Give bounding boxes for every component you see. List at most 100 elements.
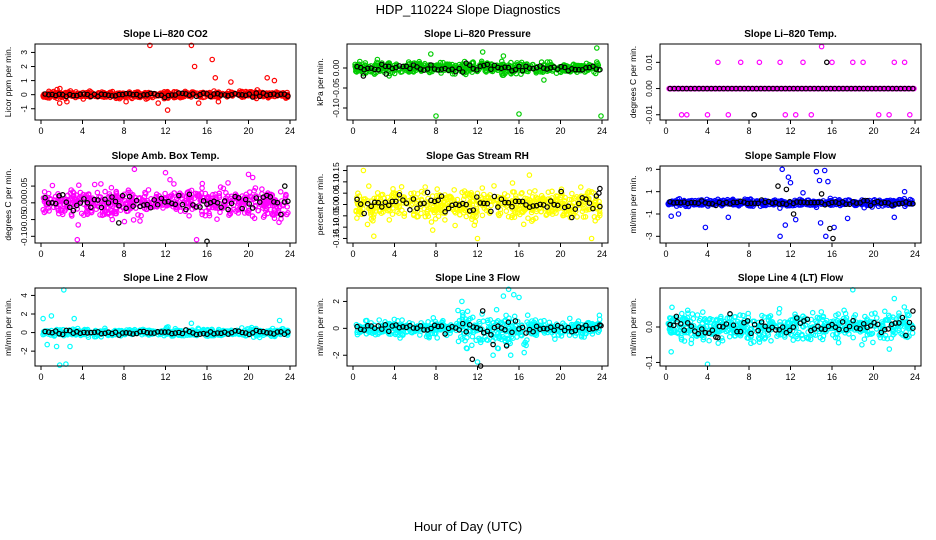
data-point <box>910 85 916 92</box>
data-point <box>271 77 278 84</box>
panel-ylabel: degrees C per min. <box>628 46 638 118</box>
data-point <box>264 210 271 217</box>
data-point <box>137 328 143 335</box>
x-tick-label: 4 <box>392 372 397 382</box>
data-point <box>99 212 106 219</box>
data-point <box>558 324 565 331</box>
data-point <box>586 200 593 206</box>
y-tick-label: 4 <box>19 293 29 298</box>
data-point <box>45 329 52 335</box>
panel-3: Slope Li–820 Temp.degrees C per min.0 4 8 1… <box>628 29 922 136</box>
data-point <box>598 322 604 329</box>
data-point <box>267 194 274 200</box>
data-point <box>713 202 719 209</box>
data-point <box>70 190 77 196</box>
data-point <box>199 180 206 187</box>
data-point <box>442 331 448 337</box>
data-point <box>410 196 417 202</box>
data-point <box>519 67 526 74</box>
data-point <box>49 200 56 206</box>
data-point <box>445 205 452 212</box>
data-point <box>98 204 105 211</box>
data-point <box>782 222 789 228</box>
data-point <box>590 63 596 70</box>
data-point <box>221 198 228 204</box>
data-point <box>172 330 179 336</box>
data-point <box>488 208 494 215</box>
data-point <box>442 217 448 223</box>
x-tick-label: 16 <box>202 372 212 382</box>
data-point <box>540 62 547 68</box>
data-point <box>361 327 368 333</box>
data-point <box>400 63 406 70</box>
data-point <box>375 199 382 206</box>
data-point <box>468 342 475 349</box>
data-point <box>390 193 397 200</box>
data-point <box>74 236 81 243</box>
data-point <box>130 217 137 223</box>
data-point <box>829 199 835 206</box>
data-point <box>558 188 565 195</box>
data-point <box>479 311 485 317</box>
data-point <box>582 214 589 220</box>
x-tick-label: 0 <box>350 126 355 136</box>
x-tick-label: 0 <box>663 249 668 259</box>
y-tick-label: 1 <box>644 189 654 194</box>
data-point <box>153 191 160 198</box>
y-tick-label: -0.10 <box>19 226 29 246</box>
data-point <box>551 201 558 208</box>
data-point <box>394 208 400 215</box>
panel-points <box>665 166 916 242</box>
data-point <box>597 185 603 192</box>
data-point <box>596 190 602 197</box>
data-point <box>787 179 794 186</box>
data-point <box>466 202 473 208</box>
data-point <box>434 186 441 192</box>
data-point <box>896 200 902 207</box>
data-point <box>410 325 417 331</box>
data-point <box>454 196 461 203</box>
data-point <box>56 100 63 106</box>
data-point <box>480 191 487 198</box>
data-point <box>375 331 381 337</box>
data-point <box>271 333 278 340</box>
x-tick-label: 16 <box>827 126 837 136</box>
data-point <box>823 59 830 66</box>
x-tick-label: 16 <box>514 249 524 259</box>
data-point <box>511 214 518 221</box>
data-point <box>193 204 200 210</box>
data-point <box>524 312 531 319</box>
x-tick-label: 4 <box>80 249 85 259</box>
data-point <box>95 197 101 203</box>
data-point <box>580 205 587 212</box>
panel-ylabel: kPa per min. <box>315 58 325 106</box>
data-point <box>119 330 126 336</box>
data-point <box>130 91 136 98</box>
data-point <box>901 304 908 310</box>
data-point <box>131 166 138 173</box>
data-point <box>504 336 511 343</box>
data-point <box>668 213 675 220</box>
data-point <box>491 183 497 189</box>
panel-points <box>353 167 603 242</box>
data-point <box>818 191 825 197</box>
data-point <box>91 181 98 188</box>
y-tick-label: -0.01 <box>644 105 654 125</box>
data-point <box>549 188 555 195</box>
data-point <box>401 213 408 220</box>
data-point <box>532 215 539 222</box>
data-point <box>744 200 751 207</box>
data-point <box>242 196 249 203</box>
data-point <box>211 330 217 337</box>
data-point <box>566 315 573 322</box>
data-point <box>470 205 477 211</box>
data-point <box>477 200 484 206</box>
data-point <box>456 212 463 218</box>
data-point <box>691 199 698 206</box>
data-point <box>94 189 101 196</box>
data-point <box>112 198 119 205</box>
panel-points <box>665 286 916 368</box>
data-point <box>588 235 595 242</box>
data-point <box>109 194 115 200</box>
panel-title: Slope Line 2 Flow <box>123 273 208 284</box>
